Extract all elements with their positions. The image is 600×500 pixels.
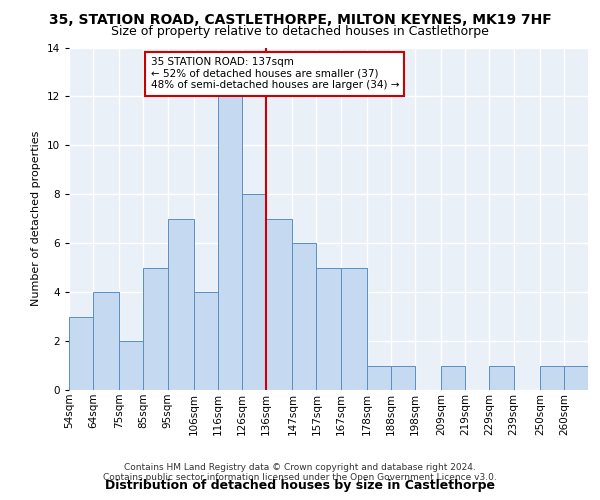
Text: Size of property relative to detached houses in Castlethorpe: Size of property relative to detached ho… <box>111 25 489 38</box>
Bar <box>367 366 391 390</box>
Bar <box>316 268 341 390</box>
Bar <box>218 96 242 390</box>
Bar <box>341 268 367 390</box>
Bar <box>540 366 564 390</box>
Bar <box>242 194 266 390</box>
Text: Distribution of detached houses by size in Castlethorpe: Distribution of detached houses by size … <box>105 480 495 492</box>
Bar <box>391 366 415 390</box>
Bar <box>69 316 93 390</box>
Text: 35 STATION ROAD: 137sqm
← 52% of detached houses are smaller (37)
48% of semi-de: 35 STATION ROAD: 137sqm ← 52% of detache… <box>151 58 399 90</box>
Bar <box>194 292 218 390</box>
Bar <box>564 366 588 390</box>
Bar <box>442 366 466 390</box>
Text: Contains public sector information licensed under the Open Government Licence v3: Contains public sector information licen… <box>103 474 497 482</box>
Bar <box>93 292 119 390</box>
Text: Contains HM Land Registry data © Crown copyright and database right 2024.: Contains HM Land Registry data © Crown c… <box>124 464 476 472</box>
Bar <box>167 219 194 390</box>
Bar <box>292 243 316 390</box>
Text: 35, STATION ROAD, CASTLETHORPE, MILTON KEYNES, MK19 7HF: 35, STATION ROAD, CASTLETHORPE, MILTON K… <box>49 12 551 26</box>
Bar <box>266 219 292 390</box>
Bar <box>143 268 167 390</box>
Bar <box>119 341 143 390</box>
Y-axis label: Number of detached properties: Number of detached properties <box>31 131 41 306</box>
Bar <box>490 366 514 390</box>
